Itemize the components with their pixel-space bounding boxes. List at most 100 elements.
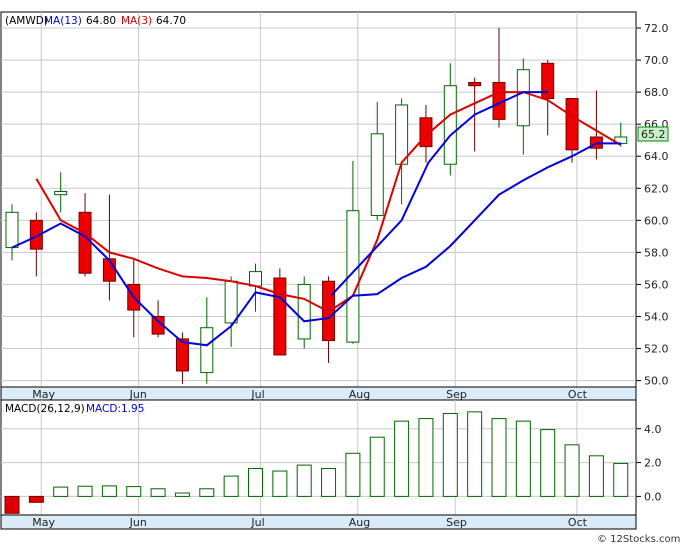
macd-bar	[53, 486, 69, 497]
price-y-tick-label: 60.0	[644, 214, 669, 227]
candle-body-up	[54, 190, 68, 196]
candle-body-up	[346, 210, 360, 343]
ma3-legend-value: 64.70	[156, 15, 186, 27]
candle	[54, 172, 68, 213]
price-panel-frame	[0, 11, 637, 388]
candle	[151, 300, 165, 338]
macd-bar	[491, 418, 507, 497]
macd-bar	[345, 452, 361, 497]
candle-body-down	[29, 219, 43, 250]
candle-body-up	[5, 211, 19, 249]
price-y-tick-label: 68.0	[644, 86, 669, 99]
symbol-label: (AMWD)	[5, 15, 48, 27]
candle	[175, 332, 189, 384]
macd-bar	[248, 467, 263, 497]
ma13-legend-value: 64.80	[86, 15, 116, 27]
macd-bar	[515, 420, 531, 497]
price-month-label: May	[32, 388, 55, 401]
candle-body-up	[297, 283, 311, 340]
macd-value-label: MACD:1.95	[86, 403, 144, 415]
candle	[443, 63, 457, 176]
candle-body-up	[200, 327, 214, 374]
macd-month-label: Jun	[129, 516, 147, 529]
macd-bar	[223, 475, 239, 497]
macd-bar	[272, 470, 288, 497]
macd-bar	[394, 420, 410, 497]
macd-y-tick-label: 4.0	[644, 423, 662, 436]
candle-body-up	[224, 280, 238, 324]
price-month-label: Jul	[250, 388, 264, 401]
price-month-labels: May Jun Jul Aug Sep Oct	[32, 388, 587, 401]
candle-body-down	[541, 62, 555, 100]
macd-bar	[564, 444, 580, 497]
last-price-tag: 65.2	[637, 126, 669, 142]
macd-bar	[588, 455, 604, 497]
price-y-tick-labels: 50.052.054.056.058.060.062.064.066.068.0…	[636, 22, 669, 388]
watermark: © 12Stocks.com	[597, 534, 680, 545]
macd-month-label: Oct	[568, 516, 588, 529]
macd-bar	[442, 413, 458, 497]
candle	[200, 297, 214, 384]
macd-legend: MACD(26,12,9) MACD:1.95	[5, 403, 144, 415]
macd-y-tick-label: 0.0	[644, 490, 662, 503]
candle	[346, 161, 360, 344]
macd-bar	[150, 488, 166, 497]
ma13-recent-segment	[330, 91, 548, 297]
candle-body-down	[78, 211, 92, 274]
macd-y-tick-labels: 0.0 2.0 4.0	[636, 423, 662, 503]
price-month-label: Aug	[349, 388, 370, 401]
ma13-legend-label: MA(13)	[44, 15, 82, 27]
candle-body-down	[175, 338, 189, 372]
price-y-tick-label: 52.0	[644, 343, 669, 356]
price-y-tick-label: 54.0	[644, 310, 669, 323]
price-y-tick-label: 64.0	[644, 150, 669, 163]
macd-bar	[101, 485, 117, 497]
macd-bar	[613, 462, 629, 497]
candle	[273, 268, 287, 356]
candle	[516, 58, 530, 155]
macd-panel: 0.0 2.0 4.0 May Jun Jul Aug Sep Oct MACD(26,12,…	[0, 399, 662, 530]
price-month-label: Sep	[446, 388, 467, 401]
candle-body-down	[468, 82, 482, 87]
price-month-label: Jun	[129, 388, 147, 401]
macd-month-label: Aug	[349, 516, 370, 529]
candle-body-up	[249, 271, 262, 287]
ma13-line	[11, 142, 621, 347]
last-price-box	[637, 126, 669, 142]
macd-title: MACD(26,12,9)	[5, 403, 85, 415]
candle-body-up	[395, 104, 409, 165]
macd-bar-negative	[4, 495, 20, 514]
macd-histogram	[4, 411, 629, 514]
macd-bar	[174, 492, 190, 497]
macd-y-tick-label: 2.0	[644, 457, 662, 470]
candle	[5, 204, 19, 261]
price-y-tick-label: 50.0	[644, 375, 669, 388]
price-panel: 50.052.054.056.058.060.062.064.066.068.0…	[0, 11, 669, 401]
candle	[224, 276, 238, 347]
macd-bar	[369, 436, 385, 497]
macd-bar	[321, 467, 337, 497]
candle-body-down	[273, 277, 287, 356]
candle-body-down	[565, 98, 579, 151]
candle-body-up	[443, 85, 457, 165]
macd-month-label: May	[32, 516, 55, 529]
macd-bar	[540, 429, 556, 497]
macd-month-labels: May Jun Jul Aug Sep Oct	[32, 516, 587, 529]
candle-body-up	[516, 69, 530, 127]
candle-body-up	[370, 133, 384, 217]
price-y-tick-label: 56.0	[644, 278, 669, 291]
macd-bar-negative	[28, 495, 44, 503]
macd-bar	[296, 464, 312, 497]
price-y-tick-label: 62.0	[644, 182, 669, 195]
macd-month-label: Sep	[446, 516, 467, 529]
macd-month-strip	[0, 514, 637, 530]
candle	[565, 98, 579, 163]
ma3-legend-label: MA(3)	[121, 15, 152, 27]
macd-bar	[418, 418, 434, 497]
price-y-tick-label: 58.0	[644, 246, 669, 259]
price-month-strip	[0, 386, 637, 401]
candle	[29, 212, 43, 277]
moving-average-lines	[11, 91, 622, 347]
candle	[370, 101, 384, 221]
